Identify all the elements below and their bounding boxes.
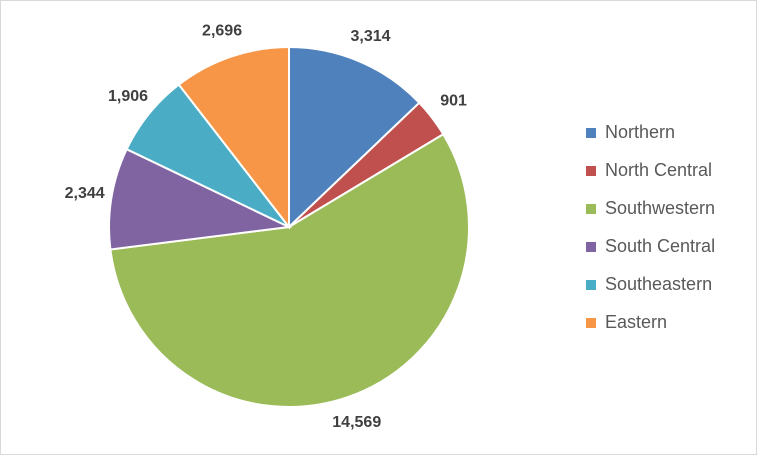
data-label: 2,344 (65, 185, 105, 202)
legend-swatch (586, 242, 596, 252)
data-label: 901 (440, 93, 467, 110)
legend-swatch (586, 280, 596, 290)
legend-label: South Central (605, 236, 715, 256)
legend-label: Eastern (605, 312, 667, 332)
pie-slice (109, 132, 470, 408)
legend-label: Southeastern (605, 274, 712, 294)
legend-swatch (586, 166, 596, 176)
pie-slice (108, 147, 293, 251)
data-label: 1,906 (108, 88, 148, 105)
legend-label: Northern (605, 122, 675, 142)
pie-slice (177, 45, 290, 230)
legend-swatch (586, 128, 596, 138)
legend-label: Southwestern (605, 198, 715, 218)
legend-swatch (586, 318, 596, 328)
pie-slice (288, 45, 421, 230)
data-label: 3,314 (350, 28, 390, 45)
data-label: 14,569 (332, 414, 381, 431)
data-label: 2,696 (202, 22, 242, 39)
legend-label: North Central (605, 160, 712, 180)
legend-swatch (586, 204, 596, 214)
